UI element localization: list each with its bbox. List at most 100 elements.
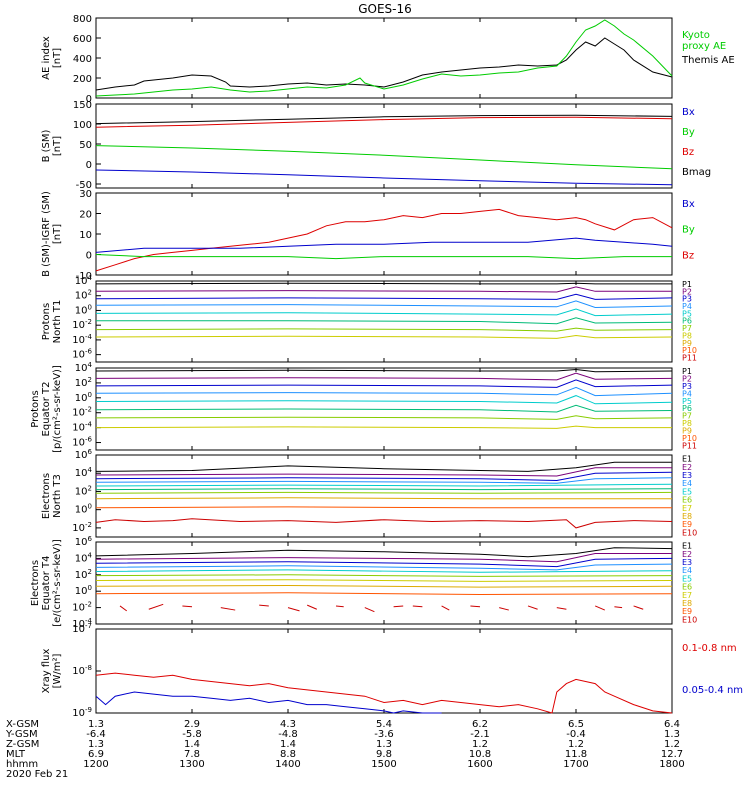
series-line-P1 (95, 368, 673, 373)
series-line-E10 (95, 518, 673, 529)
ephemeris-value: 7.8 (184, 749, 200, 760)
y-tick-label: 0 (86, 251, 92, 262)
series-segment-E10 (259, 604, 269, 607)
series-line-Themis AE (95, 37, 673, 91)
series-line-E9 (95, 592, 673, 596)
legend-pe-P8: P8 (682, 419, 692, 428)
date-label: 2020 Feb 21 (6, 769, 68, 780)
legend-pn-P5: P5 (682, 309, 692, 318)
y-axis-label: [nT] (52, 136, 63, 156)
ephemeris-row-label-Y-GSM: Y-GSM (5, 729, 38, 740)
y-tick-label: 104 (75, 361, 93, 374)
y-tick-exponent: -7 (85, 622, 92, 630)
y-tick-label: 104 (75, 466, 93, 479)
y-tick-label: 10-2 (72, 601, 92, 614)
series-segment-E10 (527, 605, 538, 610)
legend-bsm-Bx: Bx (682, 107, 695, 118)
y-tick-label: 10-8 (72, 664, 92, 677)
series-segment-E10 (614, 606, 623, 609)
series-line-E6 (95, 488, 673, 491)
legend-ee-E5: E5 (682, 574, 692, 583)
ephemeris-value: 5.4 (376, 719, 392, 730)
legend-pn-P11: P11 (682, 354, 697, 363)
ephemeris-value: -4.8 (278, 729, 298, 740)
y-tick-label: 106 (75, 535, 93, 548)
series-segment-E10 (556, 607, 567, 610)
y-tick-exponent: 4 (88, 551, 93, 559)
y-tick-exponent: -9 (85, 706, 92, 714)
y-tick-exponent: 2 (88, 568, 92, 576)
legend-pe-P9: P9 (682, 427, 692, 436)
series-segment-E10 (335, 605, 344, 608)
y-tick-label: 10-7 (72, 622, 92, 635)
y-axis-label: North T3 (52, 474, 63, 518)
ephemeris-row-label-X-GSM: X-GSM (6, 719, 39, 730)
legend-bdiff-By: By (682, 225, 695, 236)
y-tick-label: 800 (73, 14, 92, 25)
series-segment-E10 (182, 605, 193, 608)
legend-pn-P2: P2 (682, 287, 692, 296)
series-segment-E10 (307, 604, 317, 610)
y-axis-label: [nT] (52, 48, 63, 68)
series-line-E1 (95, 547, 673, 558)
legend-pe-P2: P2 (682, 374, 692, 383)
series-line-E7 (95, 491, 673, 494)
ephemeris-value: 1600 (467, 759, 492, 770)
y-tick-exponent: 0 (88, 584, 92, 592)
y-tick-exponent: -6 (85, 348, 93, 356)
ephemeris-row-label-Z-GSM: Z-GSM (6, 739, 39, 750)
y-axis-label: Electrons (41, 473, 52, 519)
ephemeris-row-label-MLT: MLT (6, 749, 26, 760)
y-tick-label: 10-2 (72, 318, 92, 331)
legend-ae-Kyoto: Kyoto (682, 30, 710, 41)
y-tick-exponent: -4 (85, 333, 93, 341)
series-line-P2 (95, 286, 672, 293)
y-tick-exponent: -4 (85, 617, 93, 625)
ephemeris-value: 1.2 (664, 739, 680, 750)
ephemeris-value: 1.3 (664, 729, 680, 740)
ephemeris-value: 8.8 (280, 749, 296, 760)
y-tick-label: 102 (75, 568, 92, 581)
legend-ee-E7: E7 (682, 591, 692, 600)
ephemeris-value: -2.1 (470, 729, 490, 740)
legend-pe-P7: P7 (682, 412, 692, 421)
series-line-E9 (95, 506, 672, 509)
series-line-P3 (95, 379, 673, 388)
ephemeris-value: 6.2 (472, 719, 488, 730)
y-axis-label: B (SM)-IGRF (SM) (41, 191, 52, 277)
series-line-P8 (95, 425, 672, 429)
legend-pn-P6: P6 (682, 317, 692, 326)
panel-frame-xray (95, 628, 673, 714)
y-tick-exponent: -2 (85, 318, 92, 326)
legend-pn-P1: P1 (682, 280, 692, 289)
ephemeris-value: 1300 (179, 759, 204, 770)
series-line-E6 (95, 574, 673, 577)
ephemeris-value: 1500 (371, 759, 396, 770)
y-tick-exponent: -6 (85, 436, 93, 444)
series-line-E8 (95, 584, 673, 588)
y-axis-label: Equator T4 (41, 556, 52, 611)
series-line-P3 (95, 293, 673, 300)
ephemeris-value: 4.3 (280, 719, 296, 730)
series-line-E2 (95, 553, 672, 563)
y-tick-label: 100 (75, 503, 92, 516)
series-line-Bx (95, 237, 673, 253)
ephemeris-value: 10.8 (469, 749, 491, 760)
y-tick-label: 104 (75, 274, 93, 287)
series-segment-E10 (393, 605, 404, 608)
ephemeris-value: 1.3 (88, 739, 104, 750)
series-line-P4 (95, 300, 673, 309)
y-axis-label: Protons (30, 390, 41, 427)
y-tick-exponent: 0 (88, 303, 92, 311)
y-tick-label: 100 (75, 584, 92, 597)
y-axis-label: Electrons (30, 560, 41, 606)
series-segment-E10 (633, 605, 644, 610)
legend-en-E2: E2 (682, 463, 692, 472)
ephemeris-value: 1.3 (88, 719, 104, 730)
series-line-P8 (95, 334, 673, 339)
series-line-P5 (95, 308, 673, 317)
legend-pn-P3: P3 (682, 295, 692, 304)
y-tick-exponent: -8 (85, 664, 92, 672)
y-tick-exponent: 4 (88, 274, 93, 282)
ephemeris-value: 1.2 (472, 739, 488, 750)
